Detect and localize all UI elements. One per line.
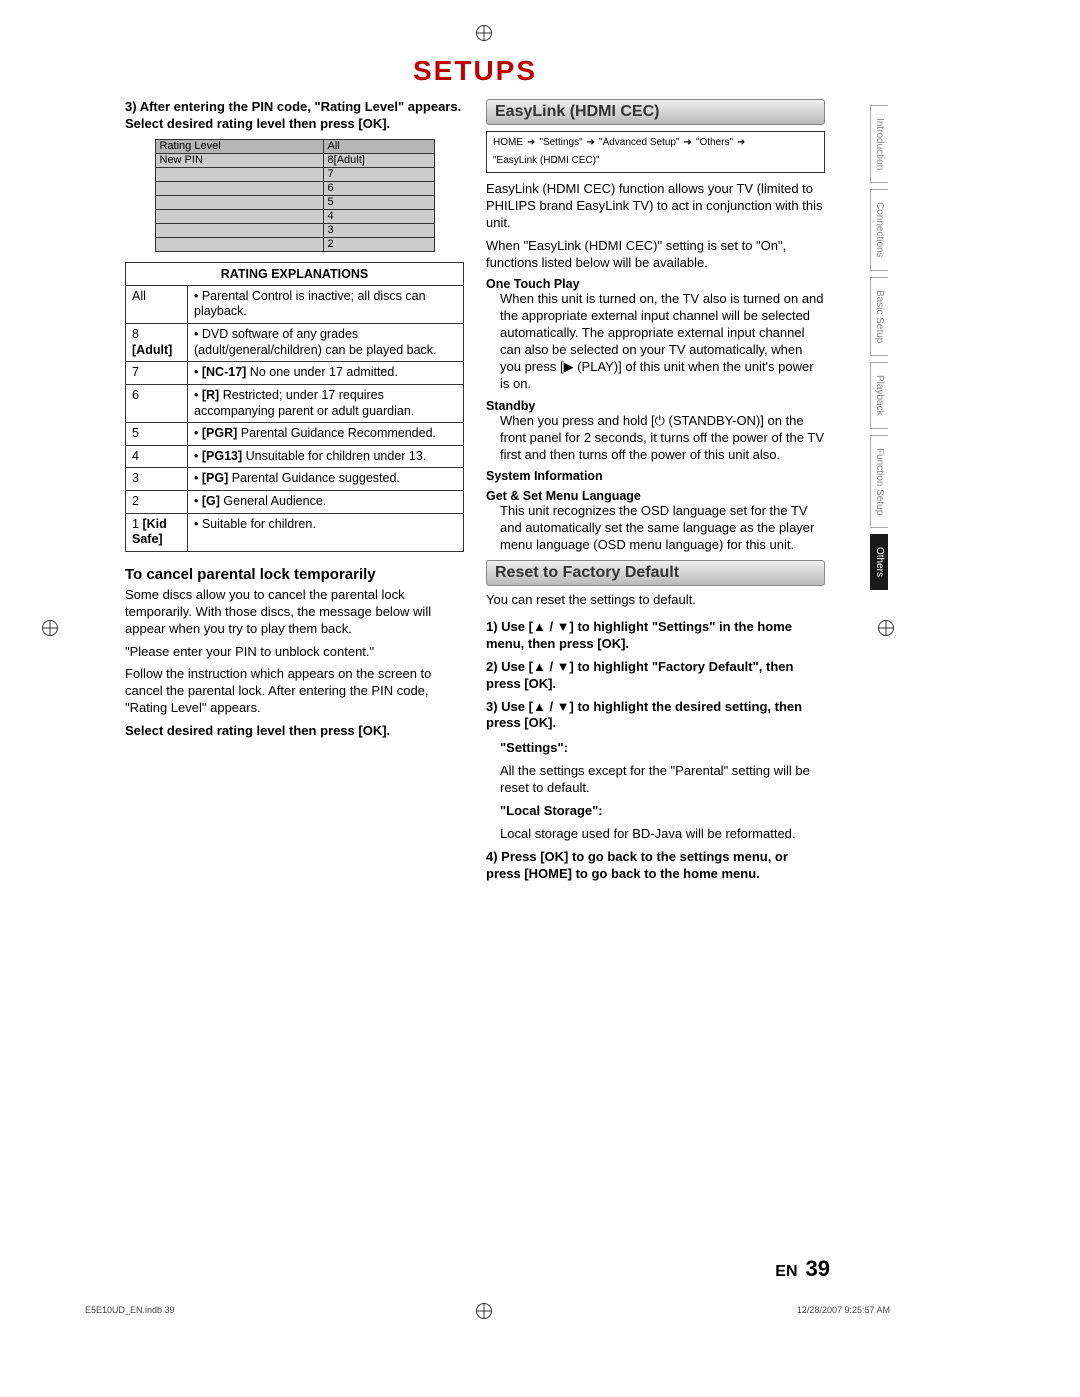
rating-level: All xyxy=(126,285,188,323)
rating-desc: • Parental Control is inactive; all disc… xyxy=(188,285,464,323)
rating-desc: • [PGR] Parental Guidance Recommended. xyxy=(188,423,464,446)
crop-mark-left xyxy=(42,620,58,636)
breadcrumb: HOME ➜ "Settings" ➜ "Advanced Setup" ➜ "Others… xyxy=(486,131,825,173)
settings-label: "Settings": xyxy=(486,740,825,757)
rating-desc: • [G] General Audience. xyxy=(188,491,464,514)
page-number: EN 39 xyxy=(775,1256,830,1282)
side-tab-basic-setup[interactable]: Basic Setup xyxy=(870,277,888,356)
easylink-p1: EasyLink (HDMI CEC) function allows your… xyxy=(486,181,825,232)
reset-heading: Reset to Factory Default xyxy=(486,560,825,586)
rating-desc: • DVD software of any grades (adult/gene… xyxy=(188,324,464,362)
rating-explanations-table: RATING EXPLANATIONS All• Parental Contro… xyxy=(125,262,464,552)
side-tabs: Introduction Connections Basic Setup Playba… xyxy=(870,105,890,596)
rating-level: 8 [Adult] xyxy=(126,324,188,362)
left-column: 3) After entering the PIN code, "Rating … xyxy=(125,99,464,889)
one-touch-play-body: When this unit is turned on, the TV also… xyxy=(486,291,825,392)
rating-level: 6 xyxy=(126,384,188,422)
rating-desc: • [PG13] Unsuitable for children under 1… xyxy=(188,445,464,468)
crop-mark-bottom xyxy=(476,1303,492,1319)
arrow-icon: ➜ xyxy=(684,136,692,150)
getset-title: Get & Set Menu Language xyxy=(486,489,825,503)
getset-body: This unit recognizes the OSD language se… xyxy=(486,503,825,554)
rating-level-ui-table: Rating LevelAllNew PIN8[Adult]765432 xyxy=(155,139,435,252)
local-body: Local storage used for BD-Java will be r… xyxy=(486,826,825,843)
rating-desc: • [NC-17] No one under 17 admitted. xyxy=(188,362,464,385)
side-tab-function-setup[interactable]: Function Setup xyxy=(870,435,888,528)
page-lang: EN xyxy=(775,1263,797,1280)
standby-title: Standby xyxy=(486,399,825,413)
crop-mark-top xyxy=(476,25,492,41)
rating-level: 7 xyxy=(126,362,188,385)
arrow-icon: ➜ xyxy=(737,136,745,150)
footer-left: E5E10UD_EN.indb 39 xyxy=(85,1305,175,1315)
reset-intro: You can reset the settings to default. xyxy=(486,592,825,609)
easylink-p2: When "EasyLink (HDMI CEC)" setting is se… xyxy=(486,238,825,272)
breadcrumb-item: "Others" xyxy=(696,136,733,150)
settings-body: All the settings except for the "Parenta… xyxy=(486,763,825,797)
local-label: "Local Storage": xyxy=(486,803,825,820)
footer-right: 12/28/2007 9:25:57 AM xyxy=(797,1305,890,1315)
cancel-p3: Follow the instruction which appears on … xyxy=(125,666,464,717)
easylink-heading: EasyLink (HDMI CEC) xyxy=(486,99,825,125)
arrow-icon: ➜ xyxy=(587,136,595,150)
page-num-value: 39 xyxy=(806,1256,830,1281)
rating-level: 1 [Kid Safe] xyxy=(126,513,188,551)
sysinfo-title: System Information xyxy=(486,469,825,483)
intro-text: 3) After entering the PIN code, "Rating … xyxy=(125,99,464,133)
breadcrumb-item: "EasyLink (HDMI CEC)" xyxy=(493,154,600,168)
rating-level: 5 xyxy=(126,423,188,446)
one-touch-play-title: One Touch Play xyxy=(486,277,825,291)
standby-body: When you press and hold [⏻ (STANDBY-ON)]… xyxy=(486,413,825,464)
reset-step-4: 4) Press [OK] to go back to the settings… xyxy=(486,849,825,883)
arrow-icon: ➜ xyxy=(527,136,535,150)
cancel-p1: Some discs allow you to cancel the paren… xyxy=(125,587,464,638)
reset-step-2: 2) Use [▲ / ▼] to highlight "Factory Def… xyxy=(486,659,825,693)
cancel-lock-heading: To cancel parental lock temporarily xyxy=(125,566,464,583)
breadcrumb-item: "Settings" xyxy=(539,136,582,150)
breadcrumb-item: HOME xyxy=(493,136,523,150)
side-tab-playback[interactable]: Playback xyxy=(870,362,888,429)
side-tab-others[interactable]: Others xyxy=(870,534,888,590)
right-column: EasyLink (HDMI CEC) HOME ➜ "Settings" ➜ "Adv… xyxy=(486,99,825,889)
reset-step-1: 1) Use [▲ / ▼] to highlight "Settings" i… xyxy=(486,619,825,653)
cancel-p2: "Please enter your PIN to unblock conten… xyxy=(125,644,464,661)
side-tab-connections[interactable]: Connections xyxy=(870,189,888,271)
cancel-p4: Select desired rating level then press [… xyxy=(125,723,464,740)
reset-step-3: 3) Use [▲ / ▼] to highlight the desired … xyxy=(486,699,825,733)
rating-level: 3 xyxy=(126,468,188,491)
rating-level: 4 xyxy=(126,445,188,468)
rating-desc: • Suitable for children. xyxy=(188,513,464,551)
crop-mark-right xyxy=(878,620,894,636)
page-title: SETUPS xyxy=(125,55,825,87)
side-tab-introduction[interactable]: Introduction xyxy=(870,105,888,183)
rating-table-header: RATING EXPLANATIONS xyxy=(126,262,464,285)
rating-level: 2 xyxy=(126,491,188,514)
breadcrumb-item: "Advanced Setup" xyxy=(599,136,680,150)
rating-desc: • [R] Restricted; under 17 requires acco… xyxy=(188,384,464,422)
rating-desc: • [PG] Parental Guidance suggested. xyxy=(188,468,464,491)
